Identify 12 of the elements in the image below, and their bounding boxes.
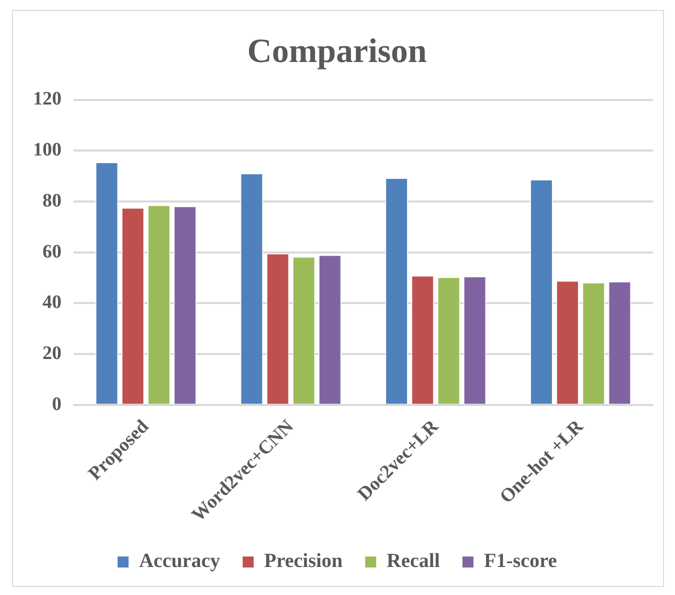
chart-title: Comparison — [247, 33, 427, 70]
legend-label: Recall — [386, 550, 440, 572]
y-tick-label: 0 — [52, 394, 62, 415]
legend-label: F1-score — [484, 550, 558, 572]
y-tick-label: 20 — [42, 342, 62, 364]
legend-label: Accuracy — [139, 550, 220, 572]
y-tick-label: 120 — [33, 88, 62, 110]
legend-label: Precision — [264, 550, 343, 572]
y-tick-label: 40 — [42, 292, 62, 314]
y-tick-label: 100 — [33, 140, 62, 161]
y-tick-label: 60 — [42, 241, 62, 262]
y-tick-label: 80 — [42, 190, 62, 212]
